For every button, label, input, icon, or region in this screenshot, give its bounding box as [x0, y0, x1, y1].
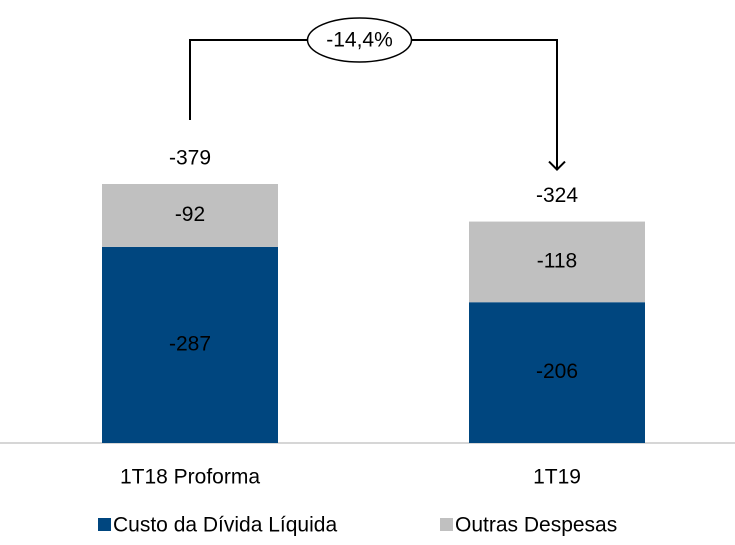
segment-label: -118: [537, 249, 577, 272]
legend-swatch: [98, 518, 111, 531]
legend-swatch: [440, 518, 453, 531]
x-tick-label: 1T18 Proforma: [120, 466, 260, 489]
bar-segment: [469, 302, 645, 443]
segment-label: -287: [169, 332, 211, 355]
annotation-text: -14,4%: [326, 29, 393, 52]
bar-segment: [469, 221, 645, 303]
legend-label: Outras Despesas: [455, 514, 617, 537]
x-tick-label: 1T19: [533, 466, 581, 489]
total-label: -324: [536, 184, 578, 207]
bar-segment: [102, 184, 278, 247]
annotation-bubble: [306, 17, 413, 63]
segment-label: -92: [175, 203, 205, 226]
bar-segment: [102, 246, 278, 443]
segment-label: -206: [536, 360, 578, 383]
legend-label: Custo da Dívida Líquida: [113, 514, 337, 537]
total-label: -379: [169, 147, 211, 170]
